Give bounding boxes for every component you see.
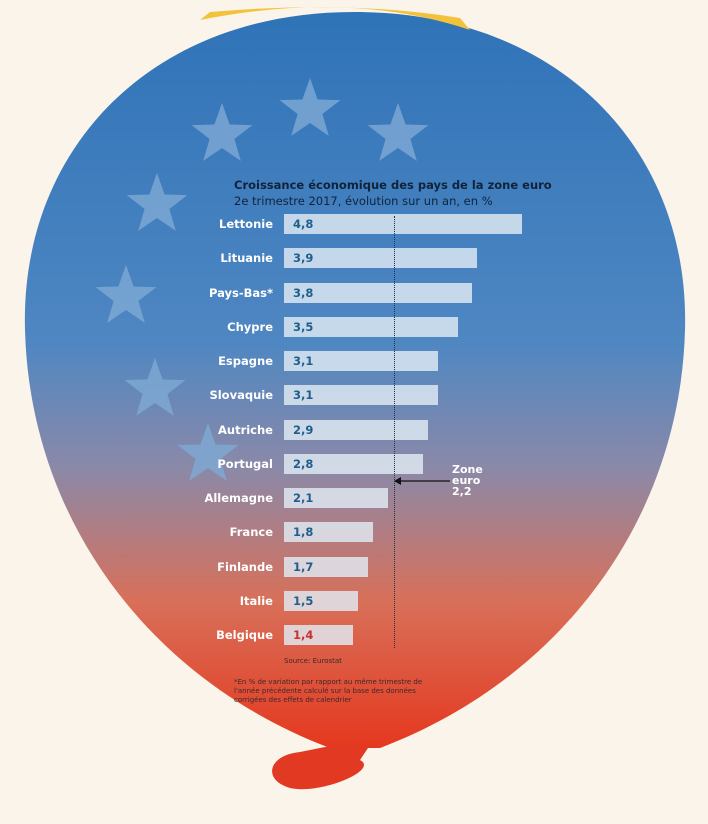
bar bbox=[284, 214, 523, 234]
value-label: 3,5 bbox=[293, 319, 314, 334]
eu-star-icon bbox=[367, 103, 429, 161]
reference-label-line: 2,2 bbox=[452, 485, 472, 498]
category-label: Belgique bbox=[216, 628, 273, 642]
footnote: *En % de variation par rapport au même t… bbox=[234, 678, 423, 704]
category-label: Finlande bbox=[217, 559, 273, 574]
eu-star-icon bbox=[95, 265, 157, 323]
bar bbox=[284, 488, 389, 508]
category-label: Slovaquie bbox=[209, 388, 273, 403]
eu-star-icon bbox=[191, 103, 253, 161]
source-note: Source: Eurostat bbox=[284, 657, 342, 665]
value-label: 1,7 bbox=[293, 559, 314, 574]
value-label: 2,1 bbox=[293, 491, 314, 505]
value-label: 1,8 bbox=[293, 525, 314, 540]
bar bbox=[284, 590, 359, 611]
value-label: 2,9 bbox=[293, 422, 314, 437]
balloon-body bbox=[24, 12, 686, 748]
value-label: 1,5 bbox=[293, 593, 314, 608]
category-label: Lituanie bbox=[220, 251, 273, 266]
bar bbox=[284, 556, 369, 577]
balloon-knot bbox=[272, 745, 370, 790]
reference-label-line: euro bbox=[452, 474, 481, 487]
reference-label-line: Zone bbox=[452, 463, 483, 476]
eu-star-icon bbox=[279, 78, 341, 136]
category-label: Lettonie bbox=[219, 217, 273, 231]
value-label: 3,1 bbox=[293, 354, 314, 368]
category-label: Pays-Bas* bbox=[208, 285, 273, 300]
reference-arrow bbox=[394, 477, 450, 485]
value-label: 1,4 bbox=[293, 628, 314, 642]
balloon-top-yellow bbox=[200, 7, 470, 30]
bar bbox=[284, 385, 438, 406]
chart-title: Croissance économique des pays de la zon… bbox=[234, 178, 552, 192]
value-label: 3,1 bbox=[293, 388, 314, 403]
bar bbox=[284, 351, 438, 371]
eurozone-reference-line bbox=[394, 216, 395, 648]
value-label: 2,8 bbox=[293, 456, 314, 471]
category-label: Chypre bbox=[227, 319, 273, 334]
reference-label: Zone euro 2,2 bbox=[452, 464, 483, 497]
value-label: 3,8 bbox=[293, 285, 314, 300]
bar bbox=[284, 419, 428, 440]
bar bbox=[284, 625, 354, 645]
category-label: Italie bbox=[239, 593, 273, 608]
value-label: 4,8 bbox=[293, 217, 314, 231]
bar bbox=[284, 453, 423, 474]
category-label: France bbox=[229, 525, 273, 540]
value-label: 3,9 bbox=[293, 251, 314, 266]
eu-star-icon bbox=[124, 358, 186, 416]
category-label: Espagne bbox=[218, 354, 273, 368]
category-label: Allemagne bbox=[204, 491, 273, 505]
category-label: Autriche bbox=[217, 422, 273, 437]
category-label: Portugal bbox=[217, 456, 273, 471]
bar bbox=[284, 522, 374, 543]
eu-star-icon bbox=[126, 173, 188, 231]
chart-subtitle: 2e trimestre 2017, évolution sur un an, … bbox=[234, 194, 493, 208]
bar bbox=[284, 316, 458, 337]
bar bbox=[284, 248, 478, 269]
eu-star-icon bbox=[177, 423, 239, 481]
bar bbox=[284, 282, 473, 303]
